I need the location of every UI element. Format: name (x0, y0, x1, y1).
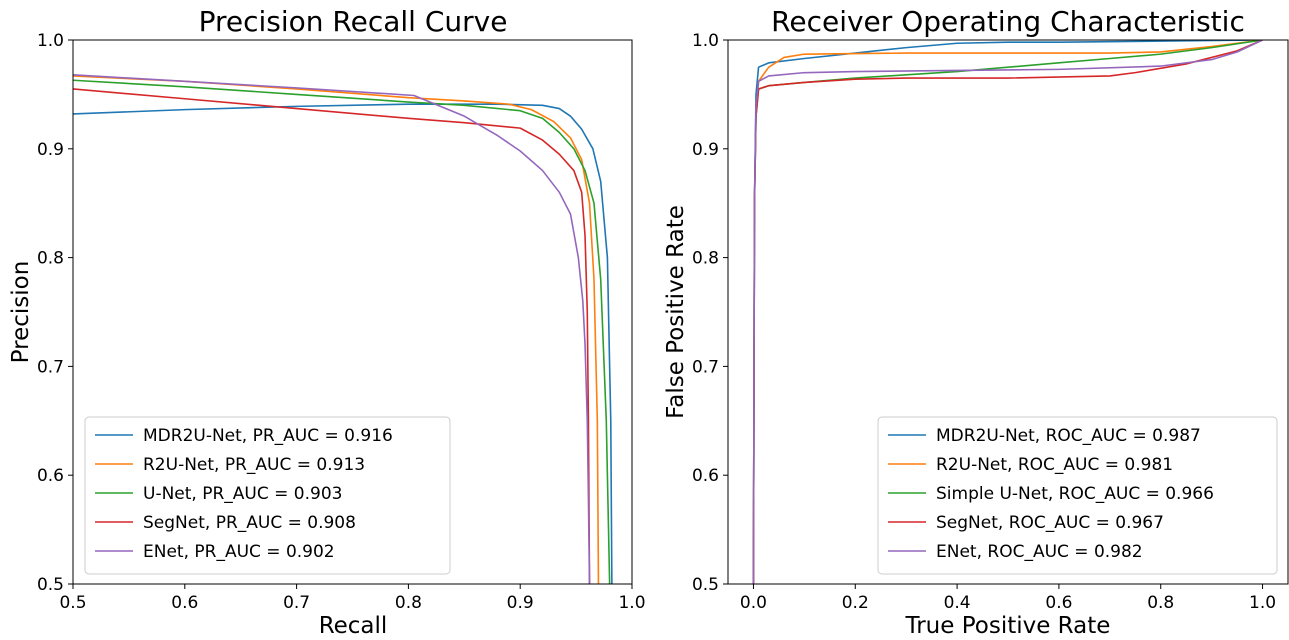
roc-y-tick-label-1: 0.6 (692, 466, 719, 486)
roc-x-tick-label-4: 0.8 (1147, 593, 1174, 613)
roc-x-tick-label-2: 0.4 (944, 593, 971, 613)
roc-legend-label-2: Simple U-Net, ROC_AUC = 0.966 (936, 484, 1214, 504)
pr-legend-label-0: MDR2U-Net, PR_AUC = 0.916 (143, 426, 393, 446)
pr-series-line-3 (73, 88, 591, 584)
pr-x-tick-label-0: 0.5 (59, 593, 86, 613)
pr-y-tick-label-4: 0.9 (37, 140, 64, 160)
roc-legend: MDR2U-Net, ROC_AUC = 0.987 R2U-Net, ROC_A… (877, 416, 1278, 575)
roc-x-tick-label-5: 1.0 (1249, 593, 1276, 613)
pr-y-tick-label-2: 0.7 (37, 357, 64, 377)
pr-x-tick-label-4: 0.9 (507, 593, 534, 613)
pr-legend-label-1: R2U-Net, PR_AUC = 0.913 (143, 455, 365, 475)
roc-series-line-4 (752, 40, 1263, 584)
roc-curves (752, 40, 1263, 584)
pr-x-tick-label-5: 1.0 (618, 593, 645, 613)
roc-y-tick-label-3: 0.8 (692, 249, 719, 269)
pr-series-line-0 (73, 103, 613, 584)
roc-plot-area: 0.0 0.2 0.4 0.6 0.8 1.0 0.5 0.6 0.7 0.8 0.9 1.0 MDR2… (692, 31, 1289, 613)
pr-y-tick-label-5: 1.0 (37, 31, 64, 51)
roc-chart-title: Receiver Operating Characteristic (771, 5, 1245, 38)
roc-y-tick-label-0: 0.5 (692, 575, 719, 595)
roc-legend-box (877, 416, 1278, 575)
pr-x-tick-label-1: 0.6 (171, 593, 198, 613)
pr-y-tick-label-0: 0.5 (37, 575, 64, 595)
roc-y-tick-label-5: 1.0 (692, 31, 719, 51)
pr-series-line-1 (73, 75, 600, 584)
roc-y-axis-label: False Positive Rate (663, 205, 689, 419)
pr-y-tick-label-1: 0.6 (37, 466, 64, 486)
pr-chart-title: Precision Recall Curve (199, 5, 508, 38)
pr-series-line-2 (73, 79, 611, 584)
pr-x-tick-label-3: 0.8 (395, 593, 422, 613)
pr-legend-box (84, 416, 451, 575)
pr-series-line-4 (73, 74, 591, 584)
pr-chart: Precision Recall Curve 0.5 0.6 0.7 0.8 0.9 1.… (8, 5, 646, 639)
pr-plot-area: 0.5 0.6 0.7 0.8 0.9 1.0 0.5 0.6 0.7 0.8 0.9 1.0 MDR2… (37, 31, 646, 613)
roc-x-tick-label-0: 0.0 (740, 593, 767, 613)
pr-legend-label-4: ENet, PR_AUC = 0.902 (143, 542, 335, 562)
roc-y-tick-label-2: 0.7 (692, 357, 719, 377)
roc-chart: Receiver Operating Characteristic 0.0 0.2… (663, 5, 1289, 639)
pr-x-tick-label-2: 0.7 (283, 593, 310, 613)
roc-legend-label-3: SegNet, ROC_AUC = 0.967 (936, 513, 1164, 533)
pr-y-axis-label: Precision (8, 261, 34, 364)
roc-legend-label-1: R2U-Net, ROC_AUC = 0.981 (936, 455, 1173, 475)
pr-x-axis-label: Recall (319, 613, 388, 639)
roc-axes-frame (727, 39, 1289, 585)
pr-y-tick-label-3: 0.8 (37, 249, 64, 269)
roc-y-tick-label-4: 0.9 (692, 140, 719, 160)
pr-curves (73, 74, 613, 584)
pr-legend: MDR2U-Net, PR_AUC = 0.916 R2U-Net, PR_AUC… (84, 416, 451, 575)
roc-x-tick-label-3: 0.6 (1045, 593, 1072, 613)
roc-legend-label-0: MDR2U-Net, ROC_AUC = 0.987 (936, 426, 1201, 446)
roc-legend-label-4: ENet, ROC_AUC = 0.982 (936, 542, 1143, 562)
pr-axes-frame (72, 39, 633, 585)
pr-legend-label-3: SegNet, PR_AUC = 0.908 (143, 513, 356, 533)
roc-x-axis-label: True Positive Rate (905, 613, 1111, 639)
pr-legend-label-2: U-Net, PR_AUC = 0.903 (143, 484, 342, 504)
roc-x-tick-label-1: 0.2 (842, 593, 869, 613)
